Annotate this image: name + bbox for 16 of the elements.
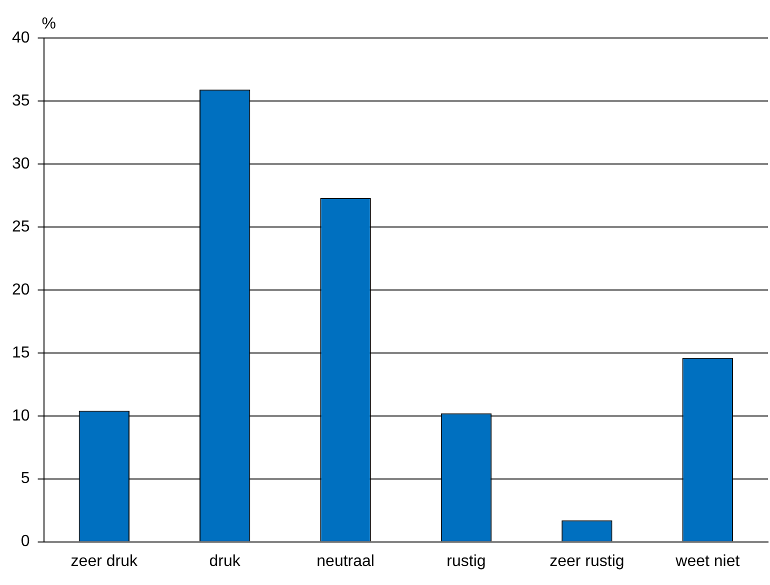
y-tick-label: 10 [12,407,30,424]
y-tick-label: 25 [12,218,30,236]
y-tick-label: 40 [12,29,30,46]
y-tick-label: 5 [20,470,30,488]
x-tick-label: weet niet [674,552,740,570]
y-tick-label: 20 [12,281,30,298]
y-tick-label: 35 [12,92,30,110]
x-tick-label: druk [209,552,242,570]
x-tick-label: neutraal [316,552,374,570]
x-tick-label: rustig [446,552,486,570]
x-tick-label: zeer rustig [550,552,624,570]
y-tick-label: 15 [12,344,30,362]
y-tick-label: 30 [12,155,30,172]
y-tick-label: 0 [20,533,30,550]
y-axis-title: % [42,15,56,32]
x-tick-label: zeer druk [70,552,138,570]
